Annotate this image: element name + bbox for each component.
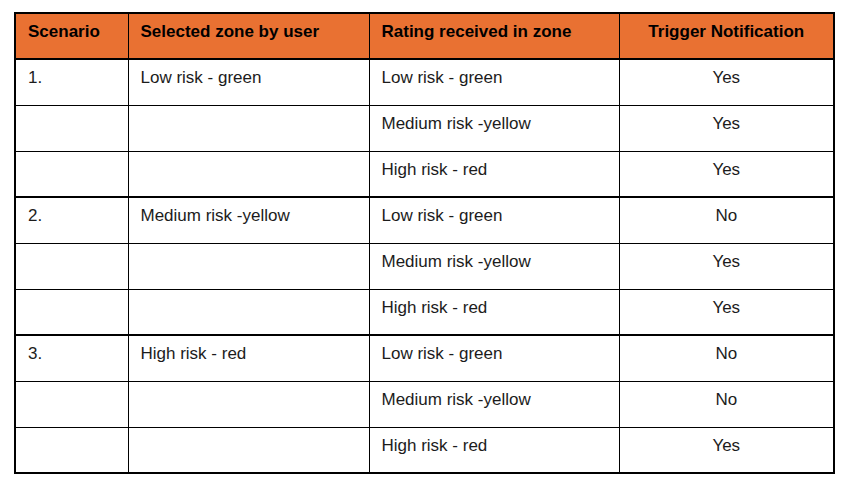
cell-rating: Medium risk -yellow	[369, 381, 619, 427]
table-row: 3. High risk - red Low risk - green No	[15, 335, 834, 381]
table-row: Medium risk -yellow Yes	[15, 105, 834, 151]
cell-trigger: No	[619, 381, 834, 427]
cell-selected-zone: Medium risk -yellow	[128, 197, 369, 243]
cell-scenario: 2.	[15, 197, 128, 243]
cell-trigger: Yes	[619, 151, 834, 197]
cell-scenario: 1.	[15, 59, 128, 105]
cell-rating: Low risk - green	[369, 59, 619, 105]
table-row: High risk - red Yes	[15, 151, 834, 197]
cell-trigger: No	[619, 335, 834, 381]
cell-selected-zone	[128, 151, 369, 197]
table-row: High risk - red Yes	[15, 289, 834, 335]
cell-selected-zone	[128, 381, 369, 427]
cell-trigger: Yes	[619, 243, 834, 289]
cell-trigger: Yes	[619, 105, 834, 151]
cell-selected-zone	[128, 243, 369, 289]
cell-rating: Low risk - green	[369, 197, 619, 243]
cell-trigger: Yes	[619, 289, 834, 335]
cell-selected-zone: Low risk - green	[128, 59, 369, 105]
cell-rating: Low risk - green	[369, 335, 619, 381]
document-page: Scenario Selected zone by user Rating re…	[0, 0, 847, 486]
cell-trigger: Yes	[619, 427, 834, 473]
cell-rating: High risk - red	[369, 427, 619, 473]
table-row: Medium risk -yellow No	[15, 381, 834, 427]
column-header-selected-zone: Selected zone by user	[128, 13, 369, 59]
cell-rating: Medium risk -yellow	[369, 243, 619, 289]
cell-scenario	[15, 289, 128, 335]
cell-selected-zone	[128, 289, 369, 335]
column-header-trigger-notification: Trigger Notification	[619, 13, 834, 59]
cell-scenario	[15, 151, 128, 197]
cell-scenario	[15, 105, 128, 151]
cell-scenario	[15, 243, 128, 289]
cell-scenario	[15, 381, 128, 427]
cell-rating: Medium risk -yellow	[369, 105, 619, 151]
cell-rating: High risk - red	[369, 151, 619, 197]
cell-scenario: 3.	[15, 335, 128, 381]
column-header-rating: Rating received in zone	[369, 13, 619, 59]
table-row: High risk - red Yes	[15, 427, 834, 473]
table-row: 1. Low risk - green Low risk - green Yes	[15, 59, 834, 105]
cell-rating: High risk - red	[369, 289, 619, 335]
cell-selected-zone	[128, 105, 369, 151]
cell-trigger: Yes	[619, 59, 834, 105]
cell-scenario	[15, 427, 128, 473]
notification-rules-table: Scenario Selected zone by user Rating re…	[14, 12, 835, 474]
table-row: 2. Medium risk -yellow Low risk - green …	[15, 197, 834, 243]
column-header-scenario: Scenario	[15, 13, 128, 59]
cell-selected-zone: High risk - red	[128, 335, 369, 381]
cell-trigger: No	[619, 197, 834, 243]
cell-selected-zone	[128, 427, 369, 473]
table-row: Medium risk -yellow Yes	[15, 243, 834, 289]
header-row: Scenario Selected zone by user Rating re…	[15, 13, 834, 59]
